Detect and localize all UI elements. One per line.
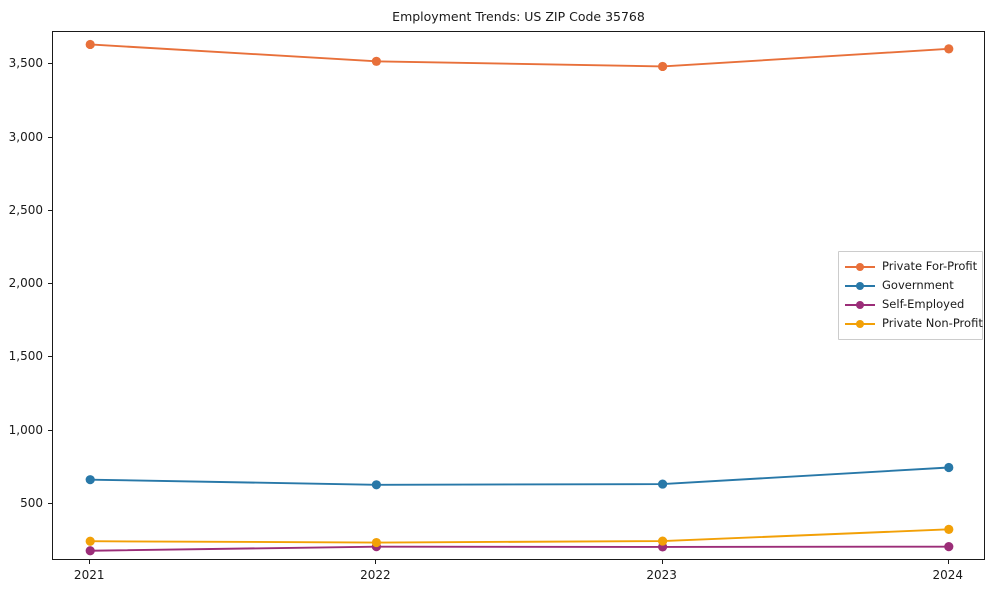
series-private-for-profit xyxy=(85,39,954,72)
legend-item[interactable]: Government xyxy=(845,276,976,295)
y-tick-label: 500 xyxy=(20,495,43,510)
legend-swatch-icon xyxy=(845,280,875,292)
data-point xyxy=(85,546,95,556)
data-point xyxy=(944,44,954,54)
legend-swatch-icon xyxy=(845,261,875,273)
plot-area xyxy=(52,31,985,560)
y-tick-mark xyxy=(48,429,52,431)
data-point xyxy=(944,462,954,473)
x-tick-mark xyxy=(89,560,91,564)
y-tick-mark xyxy=(48,356,52,358)
data-point xyxy=(944,542,954,552)
y-tick-mark xyxy=(48,63,52,65)
y-tick-label: 2,500 xyxy=(8,202,43,217)
x-tick-label: 2023 xyxy=(646,568,677,582)
legend-item[interactable]: Private For-Profit xyxy=(845,257,978,276)
legend-swatch-icon xyxy=(845,299,875,311)
y-tick-label: 1,000 xyxy=(8,422,43,437)
legend-label: Government xyxy=(882,277,954,292)
legend-swatch-icon xyxy=(845,318,875,330)
y-tick-label: 1,500 xyxy=(8,349,43,364)
data-point xyxy=(85,39,95,50)
y-axis: 500 1,000 1,500 2,000 2,500 3,000 3,500 xyxy=(0,31,52,560)
legend-label: Self-Employed xyxy=(882,296,965,311)
series-line xyxy=(89,466,950,486)
chart-legend: Private For-Profit Government Self-Employe… xyxy=(838,251,983,340)
x-tick-mark xyxy=(947,560,949,564)
series-government xyxy=(85,462,954,490)
y-tick-label: 3,000 xyxy=(8,129,43,144)
data-point xyxy=(85,475,95,485)
legend-label: Private Non-Profit xyxy=(882,315,983,330)
y-tick-label: 2,000 xyxy=(8,276,43,291)
series-private-non-profit xyxy=(85,524,954,548)
x-axis: 2021 2022 2023 2024 xyxy=(52,560,985,600)
series-line xyxy=(89,528,950,544)
data-point xyxy=(85,536,95,546)
data-point xyxy=(371,56,381,66)
data-point xyxy=(658,61,668,72)
x-tick-label: 2021 xyxy=(73,568,105,582)
data-point xyxy=(658,479,668,489)
legend-label: Private For-Profit xyxy=(882,258,978,273)
y-tick-label: 3,500 xyxy=(8,56,43,71)
y-tick-mark xyxy=(48,209,52,211)
data-point xyxy=(658,536,668,546)
data-point xyxy=(944,524,954,534)
y-tick-mark xyxy=(48,136,52,138)
legend-item[interactable]: Self-Employed xyxy=(845,295,976,314)
data-point xyxy=(371,537,381,548)
x-tick-mark xyxy=(375,560,377,564)
series-line xyxy=(89,545,950,552)
series-canvas xyxy=(85,39,954,556)
legend-item[interactable]: Private Non-Profit xyxy=(845,314,983,333)
y-tick-mark xyxy=(48,502,52,504)
x-tick-label: 2022 xyxy=(360,568,391,582)
series-self-employed xyxy=(85,542,954,556)
series-line xyxy=(89,43,950,68)
data-point xyxy=(371,480,381,490)
y-tick-mark xyxy=(48,283,52,285)
x-tick-mark xyxy=(661,560,663,564)
chart-title: Employment Trends: US ZIP Code 35768 xyxy=(392,9,645,24)
x-tick-label: 2024 xyxy=(932,568,964,582)
